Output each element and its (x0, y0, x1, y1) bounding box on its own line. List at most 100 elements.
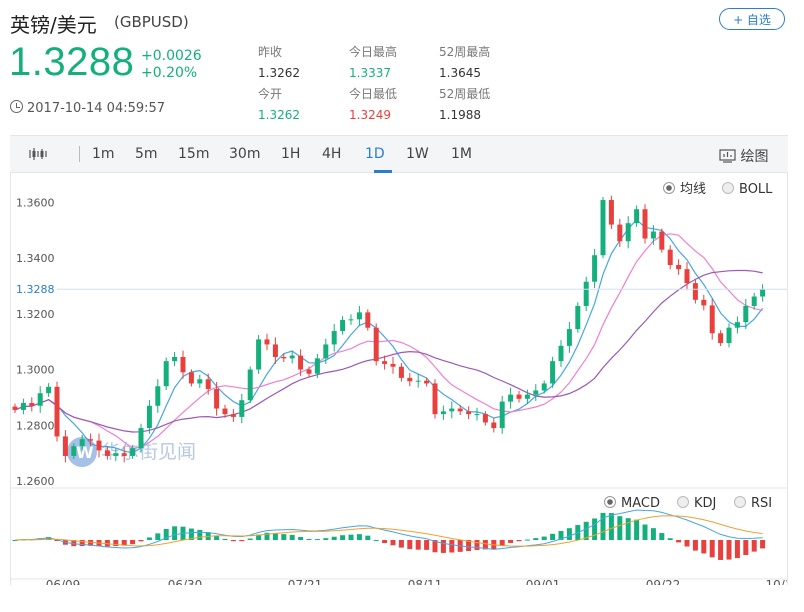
candle (382, 355, 388, 370)
candle-body (726, 327, 732, 344)
macd-histogram-bar (583, 521, 589, 540)
radio-macd-dot (607, 499, 613, 505)
y-tick-label: 1.3200 (16, 308, 55, 321)
macd-histogram-bar (214, 535, 220, 540)
current-price-label: 1.3288 (16, 283, 55, 296)
candle-body (272, 344, 278, 357)
candle-body (516, 394, 522, 399)
candle (474, 407, 480, 421)
period-30m[interactable]: 30m (229, 146, 261, 162)
active-period-indicator (374, 170, 392, 173)
stat-value: 1.3262 (258, 66, 300, 80)
macd-histogram-bar (684, 540, 690, 547)
y-axis: 1.3600 1.3400 1.3200 1.3000 1.2800 1.2600 1.32… (16, 196, 787, 488)
candle (701, 294, 707, 311)
macd-histogram-bar (323, 538, 329, 540)
macd-histogram-bar (163, 528, 169, 540)
candle-body (440, 411, 446, 415)
macd-histogram-bar (608, 513, 614, 540)
candle (264, 333, 270, 351)
candle-type-icon[interactable] (28, 147, 48, 165)
macd-histogram-bar (424, 540, 430, 550)
stat-day-low: 今日最低 1.3249 (349, 87, 397, 123)
period-toolbar: 1m 5m 15m 30m 1H 4H 1D 1W 1M 绘图 (10, 135, 788, 173)
macd-histogram-bar (701, 540, 707, 554)
stat-value: 1.3249 (349, 108, 391, 122)
period-1d[interactable]: 1D (365, 146, 385, 162)
macd-histogram-bar (222, 538, 228, 540)
candle-body (449, 408, 455, 412)
macd-histogram-bar (709, 540, 715, 558)
macd-histogram-bar (743, 540, 749, 555)
label-boll: BOLL (739, 182, 773, 197)
candle-body (457, 408, 463, 412)
period-15m[interactable]: 15m (178, 146, 210, 162)
candle-body (205, 379, 211, 390)
macd-histogram-bar (247, 538, 253, 540)
stat-52w-high: 52周最高 1.3645 (439, 45, 490, 81)
macd-histogram-bar (340, 535, 346, 540)
candle (617, 218, 623, 247)
radio-rsi[interactable] (734, 496, 746, 508)
period-1h[interactable]: 1H (281, 146, 301, 162)
macd-histogram-bar (188, 528, 194, 540)
stat-label: 今日最高 (349, 45, 398, 59)
macd-dif-line (14, 509, 763, 550)
candle-body (54, 386, 60, 437)
candle (440, 405, 446, 420)
macd-histogram-bar (432, 540, 438, 553)
macd-histogram-bar (79, 540, 85, 547)
price-chart[interactable]: W 华尔街见闻 1.36001.34001.32001.30001.28001.… (11, 173, 792, 592)
y-tick-label: 1.3600 (16, 196, 55, 209)
y-tick-label: 1.2800 (16, 419, 55, 432)
macd-histogram-bar (138, 540, 144, 542)
macd-histogram-bar (550, 533, 556, 540)
macd-histogram-bar (12, 540, 18, 541)
draw-tool-button[interactable]: 绘图 (719, 146, 768, 166)
candle-body (79, 439, 85, 447)
candle-body (390, 363, 396, 367)
candle (676, 259, 682, 275)
candle (726, 323, 732, 348)
candle (592, 248, 598, 289)
candle-body (592, 255, 598, 282)
macd-histogram-bar (440, 540, 446, 553)
stat-value: 1.1988 (439, 108, 481, 122)
watermark-logo: W 华尔街见闻 (67, 437, 196, 467)
macd-histogram-bar (390, 540, 396, 546)
timestamp-text: 2017-10-14 04:59:57 (27, 101, 166, 116)
macd-histogram-bar (172, 526, 178, 540)
candle (71, 443, 77, 459)
period-1m[interactable]: 1m (92, 146, 115, 162)
period-1w[interactable]: 1W (406, 146, 429, 162)
stat-label: 52周最低 (439, 87, 491, 101)
macd-histogram-bar (508, 540, 514, 543)
macd-histogram-bar (54, 540, 60, 541)
macd-histogram-bar (533, 538, 539, 540)
radio-ma-dot (666, 185, 672, 191)
candle-body (104, 450, 110, 456)
candle-body (583, 281, 589, 306)
macd-histogram-bar (264, 532, 270, 540)
add-watchlist-button[interactable]: + 自选 (719, 8, 785, 30)
macd-histogram-bar (306, 538, 312, 540)
pair-title: 英镑/美元 (10, 13, 97, 37)
candle (365, 309, 371, 331)
radio-boll[interactable] (722, 182, 734, 194)
x-tick-label: 06/09 (46, 578, 81, 585)
candle (230, 409, 236, 422)
candle-body (289, 355, 295, 359)
period-4h[interactable]: 4H (322, 146, 342, 162)
y-tick-label: 1.2600 (16, 475, 55, 488)
period-1mo[interactable]: 1M (451, 146, 472, 162)
candle-body (331, 331, 337, 345)
candle (222, 404, 228, 418)
macd-histogram-bar (558, 530, 564, 540)
candle-body (382, 361, 388, 364)
candle (289, 350, 295, 364)
period-5m[interactable]: 5m (135, 146, 158, 162)
radio-kdj[interactable] (677, 496, 689, 508)
candle-body (558, 345, 564, 362)
candle (113, 448, 119, 461)
label-kdj: KDJ (694, 496, 716, 511)
